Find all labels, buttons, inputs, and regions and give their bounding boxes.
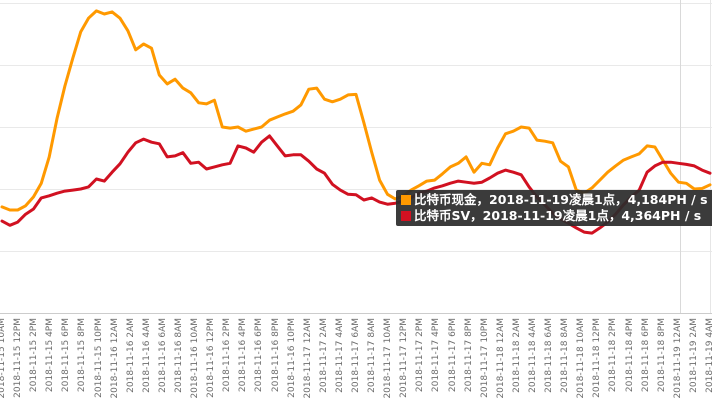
x-axis-label: 2018-11-17 10AM <box>383 318 394 399</box>
x-axis-label: 2018-11-15 10AM <box>0 318 7 399</box>
x-axis-label: 2018-11-16 12AM <box>109 318 120 399</box>
x-axis-label: 2018-11-15 10PM <box>93 318 104 398</box>
x-axis-label: 2018-11-16 2PM <box>222 318 233 393</box>
x-axis-label: 2018-11-17 6PM <box>447 318 458 393</box>
x-axis-label: 2018-11-17 2AM <box>318 318 329 393</box>
x-axis-label: 2018-11-18 2AM <box>511 318 522 393</box>
x-axis-label: 2018-11-17 4AM <box>334 318 345 393</box>
x-axis-label: 2018-11-18 10AM <box>576 318 587 399</box>
horizontal-gridline <box>0 251 712 252</box>
x-axis-label: 2018-11-17 8PM <box>463 318 474 393</box>
tooltip: 比特币现金，2018-11-19凌晨1点，4,184PH / s 比特币SV，2… <box>396 190 712 226</box>
plot-right-border <box>710 0 711 313</box>
x-axis-label: 2018-11-17 2PM <box>415 318 426 393</box>
x-axis-label: 2018-11-19 12AM <box>672 318 683 399</box>
x-axis-label: 2018-11-18 6AM <box>544 318 555 393</box>
x-axis-label: 2018-11-18 8PM <box>656 318 667 393</box>
x-axis-label: 2018-11-16 6PM <box>254 318 265 393</box>
x-axis-label: 2018-11-16 2AM <box>125 318 136 393</box>
x-axis-label: 2018-11-16 10PM <box>286 318 297 398</box>
x-axis-label: 2018-11-16 10AM <box>190 318 201 399</box>
x-axis-label: 2018-11-18 8AM <box>560 318 571 393</box>
x-axis-label: 2018-11-16 4AM <box>141 318 152 393</box>
x-axis-label: 2018-11-18 6PM <box>640 318 651 393</box>
x-axis-label: 2018-11-17 12PM <box>399 318 410 398</box>
x-axis-label: 2018-11-15 12PM <box>13 318 24 398</box>
x-axis-label: 2018-11-15 8PM <box>77 318 88 393</box>
x-axis-label: 2018-11-19 4AM <box>705 318 712 393</box>
tooltip-text-bch: 比特币现金，2018-11-19凌晨1点，4,184PH / s <box>414 192 708 207</box>
x-axis-label: 2018-11-18 12PM <box>592 318 603 398</box>
x-axis-label: 2018-11-17 12AM <box>302 318 313 399</box>
x-axis-label: 2018-11-18 12AM <box>495 318 506 399</box>
bch-hashrate-line <box>0 9 712 212</box>
tooltip-row-bsv: 比特币SV，2018-11-19凌晨1点，4,364PH / s <box>401 208 708 224</box>
bsv-series-swatch-icon <box>401 211 411 221</box>
horizontal-gridline <box>0 127 712 128</box>
x-axis-label: 2018-11-17 8AM <box>367 318 378 393</box>
x-axis-label: 2018-11-16 8PM <box>270 318 281 393</box>
bsv-hashrate-line <box>0 134 712 235</box>
x-axis-label: 2018-11-15 4PM <box>45 318 56 393</box>
x-axis-label: 2018-11-15 2PM <box>29 318 40 393</box>
x-axis-label: 2018-11-18 2PM <box>608 318 619 393</box>
x-axis-label: 2018-11-16 8AM <box>174 318 184 393</box>
x-axis-label: 2018-11-17 10PM <box>479 318 490 398</box>
x-axis-label: 2018-11-19 2AM <box>688 318 699 393</box>
horizontal-gridline <box>0 65 712 66</box>
x-axis-label: 2018-11-17 4PM <box>431 318 442 393</box>
bch-series-swatch-icon <box>401 195 411 205</box>
horizontal-gridline <box>0 189 712 190</box>
plot-area[interactable] <box>0 0 712 313</box>
x-axis-label: 2018-11-18 4PM <box>624 318 635 393</box>
x-axis-line <box>0 313 712 314</box>
x-axis-label: 2018-11-16 6AM <box>157 318 168 393</box>
x-axis-label: 2018-11-16 12PM <box>206 318 217 398</box>
tooltip-text-bsv: 比特币SV，2018-11-19凌晨1点，4,364PH / s <box>414 208 702 223</box>
x-axis-label: 2018-11-16 4PM <box>238 318 249 393</box>
hover-crosshair-line <box>680 0 681 313</box>
x-axis-label: 2018-11-17 6AM <box>351 318 361 393</box>
horizontal-gridline <box>0 3 712 4</box>
tooltip-row-bch: 比特币现金，2018-11-19凌晨1点，4,184PH / s <box>401 192 708 208</box>
x-axis-label: 2018-11-15 6PM <box>61 318 72 393</box>
x-axis-label: 2018-11-18 4AM <box>528 318 538 393</box>
